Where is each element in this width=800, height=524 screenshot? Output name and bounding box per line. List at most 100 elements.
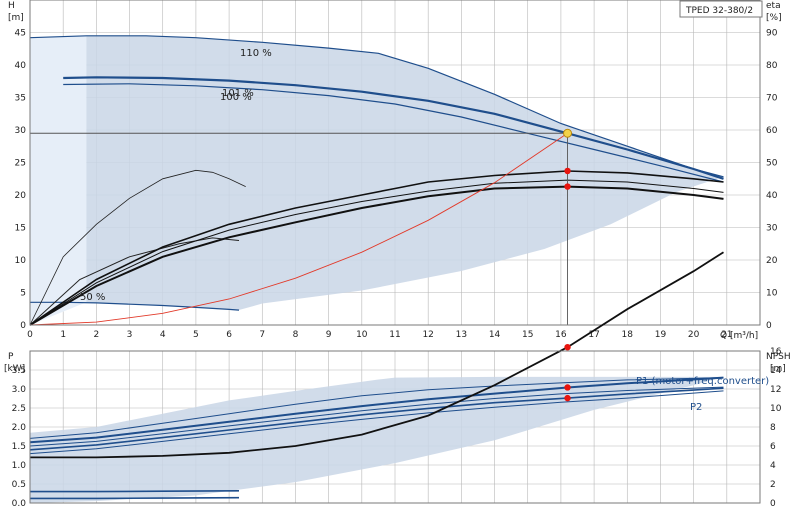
eta-point-0	[564, 167, 571, 175]
top-series	[29, 35, 724, 326]
top-x-tick: 5	[193, 330, 199, 340]
top-y2-tick: 60	[766, 126, 778, 136]
pump-title: TPED 32-380/2	[685, 6, 753, 16]
top-y-tick: 35	[15, 94, 26, 104]
bottom-y-ticks: 0.0 0.5 1.0 1.5 2.0 2.5 3.0 3.5	[12, 366, 27, 509]
top-y-tick: 20	[15, 191, 27, 201]
power-series-line-2	[29, 377, 724, 439]
top-marks	[30, 128, 573, 325]
top-x-tick: 1	[60, 330, 66, 340]
head-efficiency-chart: 0 1 2 3 4 5 6 7 8 9 10 11 12 13 14 15 16 17 18 19 20 21 05101…	[8, 0, 782, 341]
eta-axis-unit: [%]	[766, 13, 782, 23]
top-y-tick: 30	[15, 126, 27, 136]
top-x-tick: 3	[127, 330, 133, 340]
power-series-line-4	[29, 390, 724, 455]
power-point-1	[564, 394, 571, 402]
head-series-line-4	[29, 169, 246, 326]
npsh-point	[564, 344, 571, 351]
bottom-y-tick: 3.0	[12, 385, 27, 395]
bottom-y-tick: 0.0	[12, 499, 27, 509]
head-series-line-1	[63, 76, 724, 180]
curve-label-50: 50 %	[80, 292, 105, 303]
bottom-y2-tick: 4	[770, 461, 776, 471]
p-axis-unit: [kW]	[4, 364, 25, 374]
bottom-y2-tick: 16	[770, 347, 782, 357]
bottom-y2-tick: 10	[770, 404, 782, 414]
top-y-tick: 40	[15, 61, 27, 71]
head-series-line-6	[29, 185, 724, 326]
top-y2-tick: 0	[766, 321, 772, 331]
top-y2-tick: 10	[766, 289, 778, 299]
bottom-y2-tick: 2	[770, 480, 776, 490]
power-series-line-7	[30, 251, 724, 459]
q-axis-label: Q [m³/h]	[720, 331, 758, 341]
duty-point	[563, 128, 573, 138]
top-y-tick: 5	[20, 289, 26, 299]
npsh-axis-label: NPSH	[766, 352, 791, 362]
bottom-y-tick: 1.0	[12, 461, 27, 471]
operating-range-area-left	[30, 35, 87, 325]
top-y-tick: 15	[15, 224, 26, 234]
bottom-y-tick: 2.5	[12, 404, 26, 414]
power-series-line-0	[29, 376, 724, 444]
top-x-tick: 20	[688, 330, 700, 340]
bottom-chart-frame	[29, 350, 761, 504]
top-x-tick: 8	[293, 330, 299, 340]
head-series-line-9	[29, 132, 568, 326]
top-y2-tick: 50	[766, 159, 778, 169]
top-x-tick: 9	[326, 330, 332, 340]
eta-axis-label: eta	[766, 1, 781, 11]
top-x-tick: 13	[456, 330, 467, 340]
bottom-y-tick: 2.0	[12, 423, 27, 433]
top-y-tick: 0	[20, 321, 26, 331]
h-axis-unit: [m]	[8, 13, 24, 23]
top-x-ticks: 0 1 2 3 4 5 6 7 8 9 10 11 12 13 14 15 16 17 18 19 20 21	[27, 330, 732, 340]
top-x-tick: 19	[655, 330, 667, 340]
title-box	[679, 0, 763, 18]
top-y2-tick: 20	[766, 256, 778, 266]
top-x-tick: 21	[721, 330, 732, 340]
top-x-tick: 11	[389, 330, 400, 340]
power-series-line-6	[30, 496, 240, 500]
top-y-tick: 25	[15, 159, 26, 169]
top-x-tick: 10	[356, 330, 368, 340]
head-series-line-2	[63, 83, 724, 183]
operating-range-area	[30, 35, 724, 311]
bottom-y-tick: 0.5	[12, 480, 26, 490]
top-x-tick: 0	[27, 330, 33, 340]
bottom-marks	[564, 344, 571, 402]
curve-label-101: 101 %	[222, 88, 254, 99]
p-axis-label: P	[8, 352, 14, 362]
power-point-0	[564, 384, 571, 391]
bottom-y-tick: 1.5	[12, 442, 26, 452]
curve-label-110: 110 %	[240, 48, 272, 59]
top-x-tick: 6	[226, 330, 232, 340]
head-series-line-0	[29, 35, 724, 178]
bottom-y2-tick: 0	[770, 499, 776, 509]
top-x-tick: 18	[622, 330, 634, 340]
head-series-line-8	[29, 179, 724, 326]
top-x-tick: 12	[422, 330, 433, 340]
bottom-y2-tick: 6	[770, 442, 776, 452]
power-series-line-1	[29, 387, 724, 451]
top-y-tick: 10	[15, 256, 27, 266]
top-y2-tick: 40	[766, 191, 778, 201]
bottom-y2-tick: 12	[770, 385, 781, 395]
top-x-tick: 14	[489, 330, 501, 340]
top-y2-tick: 70	[766, 94, 778, 104]
top-y2-tick: 90	[766, 29, 778, 39]
top-y-tick: 45	[15, 29, 26, 39]
eta-point-1	[564, 183, 571, 190]
bottom-y2-ticks: 0 2 4 6 8 10 12 14 16	[770, 347, 782, 509]
bottom-y2-tick: 8	[770, 423, 776, 433]
top-y2-tick: 80	[766, 61, 778, 71]
bottom-y-tick: 3.5	[12, 366, 26, 376]
top-x-tick: 2	[93, 330, 99, 340]
top-x-tick: 15	[522, 330, 533, 340]
bottom-series	[29, 251, 724, 500]
head-series-line-7	[29, 170, 724, 326]
power-series-line-3	[29, 386, 724, 447]
bottom-y2-tick: 14	[770, 366, 782, 376]
